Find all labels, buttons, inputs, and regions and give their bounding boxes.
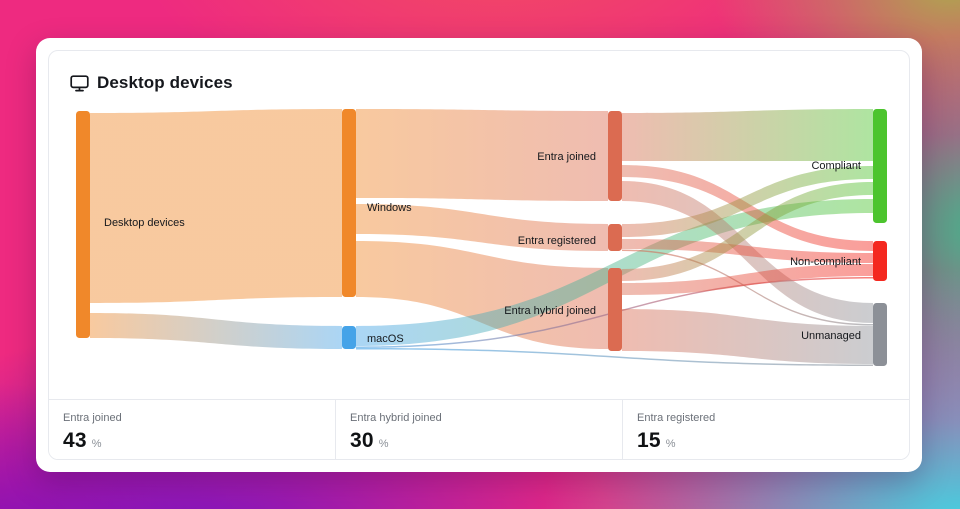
flow-windows-to-entra-registered xyxy=(356,204,608,251)
stat-label: Entra registered xyxy=(637,412,716,424)
flow-desktop-devices-to-macos xyxy=(90,313,342,349)
node-label-macos: macOS xyxy=(367,333,404,345)
stat-value: 30 xyxy=(350,429,374,452)
node-label-entra-hybrid-joined: Entra hybrid joined xyxy=(504,305,596,317)
stat-entra-joined: Entra joined 43 % xyxy=(49,400,335,459)
flow-entra-hybrid-joined-to-compliant xyxy=(622,182,873,281)
flow-entra-joined-to-compliant xyxy=(622,109,873,161)
stat-value: 15 xyxy=(637,429,661,452)
node-non-compliant[interactable] xyxy=(873,241,887,281)
node-desktop-devices[interactable] xyxy=(76,111,90,338)
monitor-icon xyxy=(70,74,89,92)
sankey-diagram: Desktop devices Windows macOS Entra joined E… xyxy=(76,109,887,366)
flow-macos-to-unmanaged xyxy=(356,348,873,366)
stat-label: Entra hybrid joined xyxy=(350,412,442,424)
stat-unit: % xyxy=(665,438,676,450)
node-entra-registered[interactable] xyxy=(608,224,622,251)
card-title: Desktop devices xyxy=(97,73,233,92)
node-label-non-compliant: Non-compliant xyxy=(790,256,861,268)
card-header: Desktop devices xyxy=(70,71,233,95)
node-windows[interactable] xyxy=(342,109,356,297)
node-label-entra-joined: Entra joined xyxy=(537,151,596,163)
desktop-devices-card: Desktop devices Desktop devices Windows ma… xyxy=(48,50,910,460)
node-compliant[interactable] xyxy=(873,109,887,223)
flow-desktop-devices-to-windows xyxy=(90,109,342,303)
flow-windows-to-entra-joined xyxy=(356,109,608,201)
flow-entra-hybrid-joined-to-non-compliant xyxy=(622,264,873,295)
stat-value: 43 xyxy=(63,429,87,452)
stat-unit: % xyxy=(91,438,102,450)
node-macos[interactable] xyxy=(342,326,356,349)
node-unmanaged[interactable] xyxy=(873,303,887,366)
flow-entra-registered-to-non-compliant xyxy=(622,239,873,263)
stat-entra-registered: Entra registered 15 % xyxy=(622,400,909,459)
node-label-desktop-devices: Desktop devices xyxy=(104,217,185,229)
widget-window: Desktop devices Desktop devices Windows ma… xyxy=(36,38,922,472)
node-label-windows: Windows xyxy=(367,202,412,214)
node-label-compliant: Compliant xyxy=(811,160,861,172)
flow-entra-hybrid-joined-to-unmanaged xyxy=(622,309,873,364)
stat-entra-hybrid-joined: Entra hybrid joined 30 % xyxy=(335,400,622,459)
stats-row: Entra joined 43 % Entra hybrid joined 30… xyxy=(49,399,909,459)
node-label-unmanaged: Unmanaged xyxy=(801,330,861,342)
flow-entra-registered-to-compliant xyxy=(622,166,873,237)
node-label-entra-registered: Entra registered xyxy=(518,235,596,247)
flow-windows-to-entra-hybrid-joined xyxy=(356,241,608,349)
stat-label: Entra joined xyxy=(63,412,122,424)
stat-unit: % xyxy=(378,438,389,450)
flow-entra-registered-to-unmanaged xyxy=(622,249,873,326)
node-entra-joined[interactable] xyxy=(608,111,622,201)
node-entra-hybrid-joined[interactable] xyxy=(608,268,622,351)
